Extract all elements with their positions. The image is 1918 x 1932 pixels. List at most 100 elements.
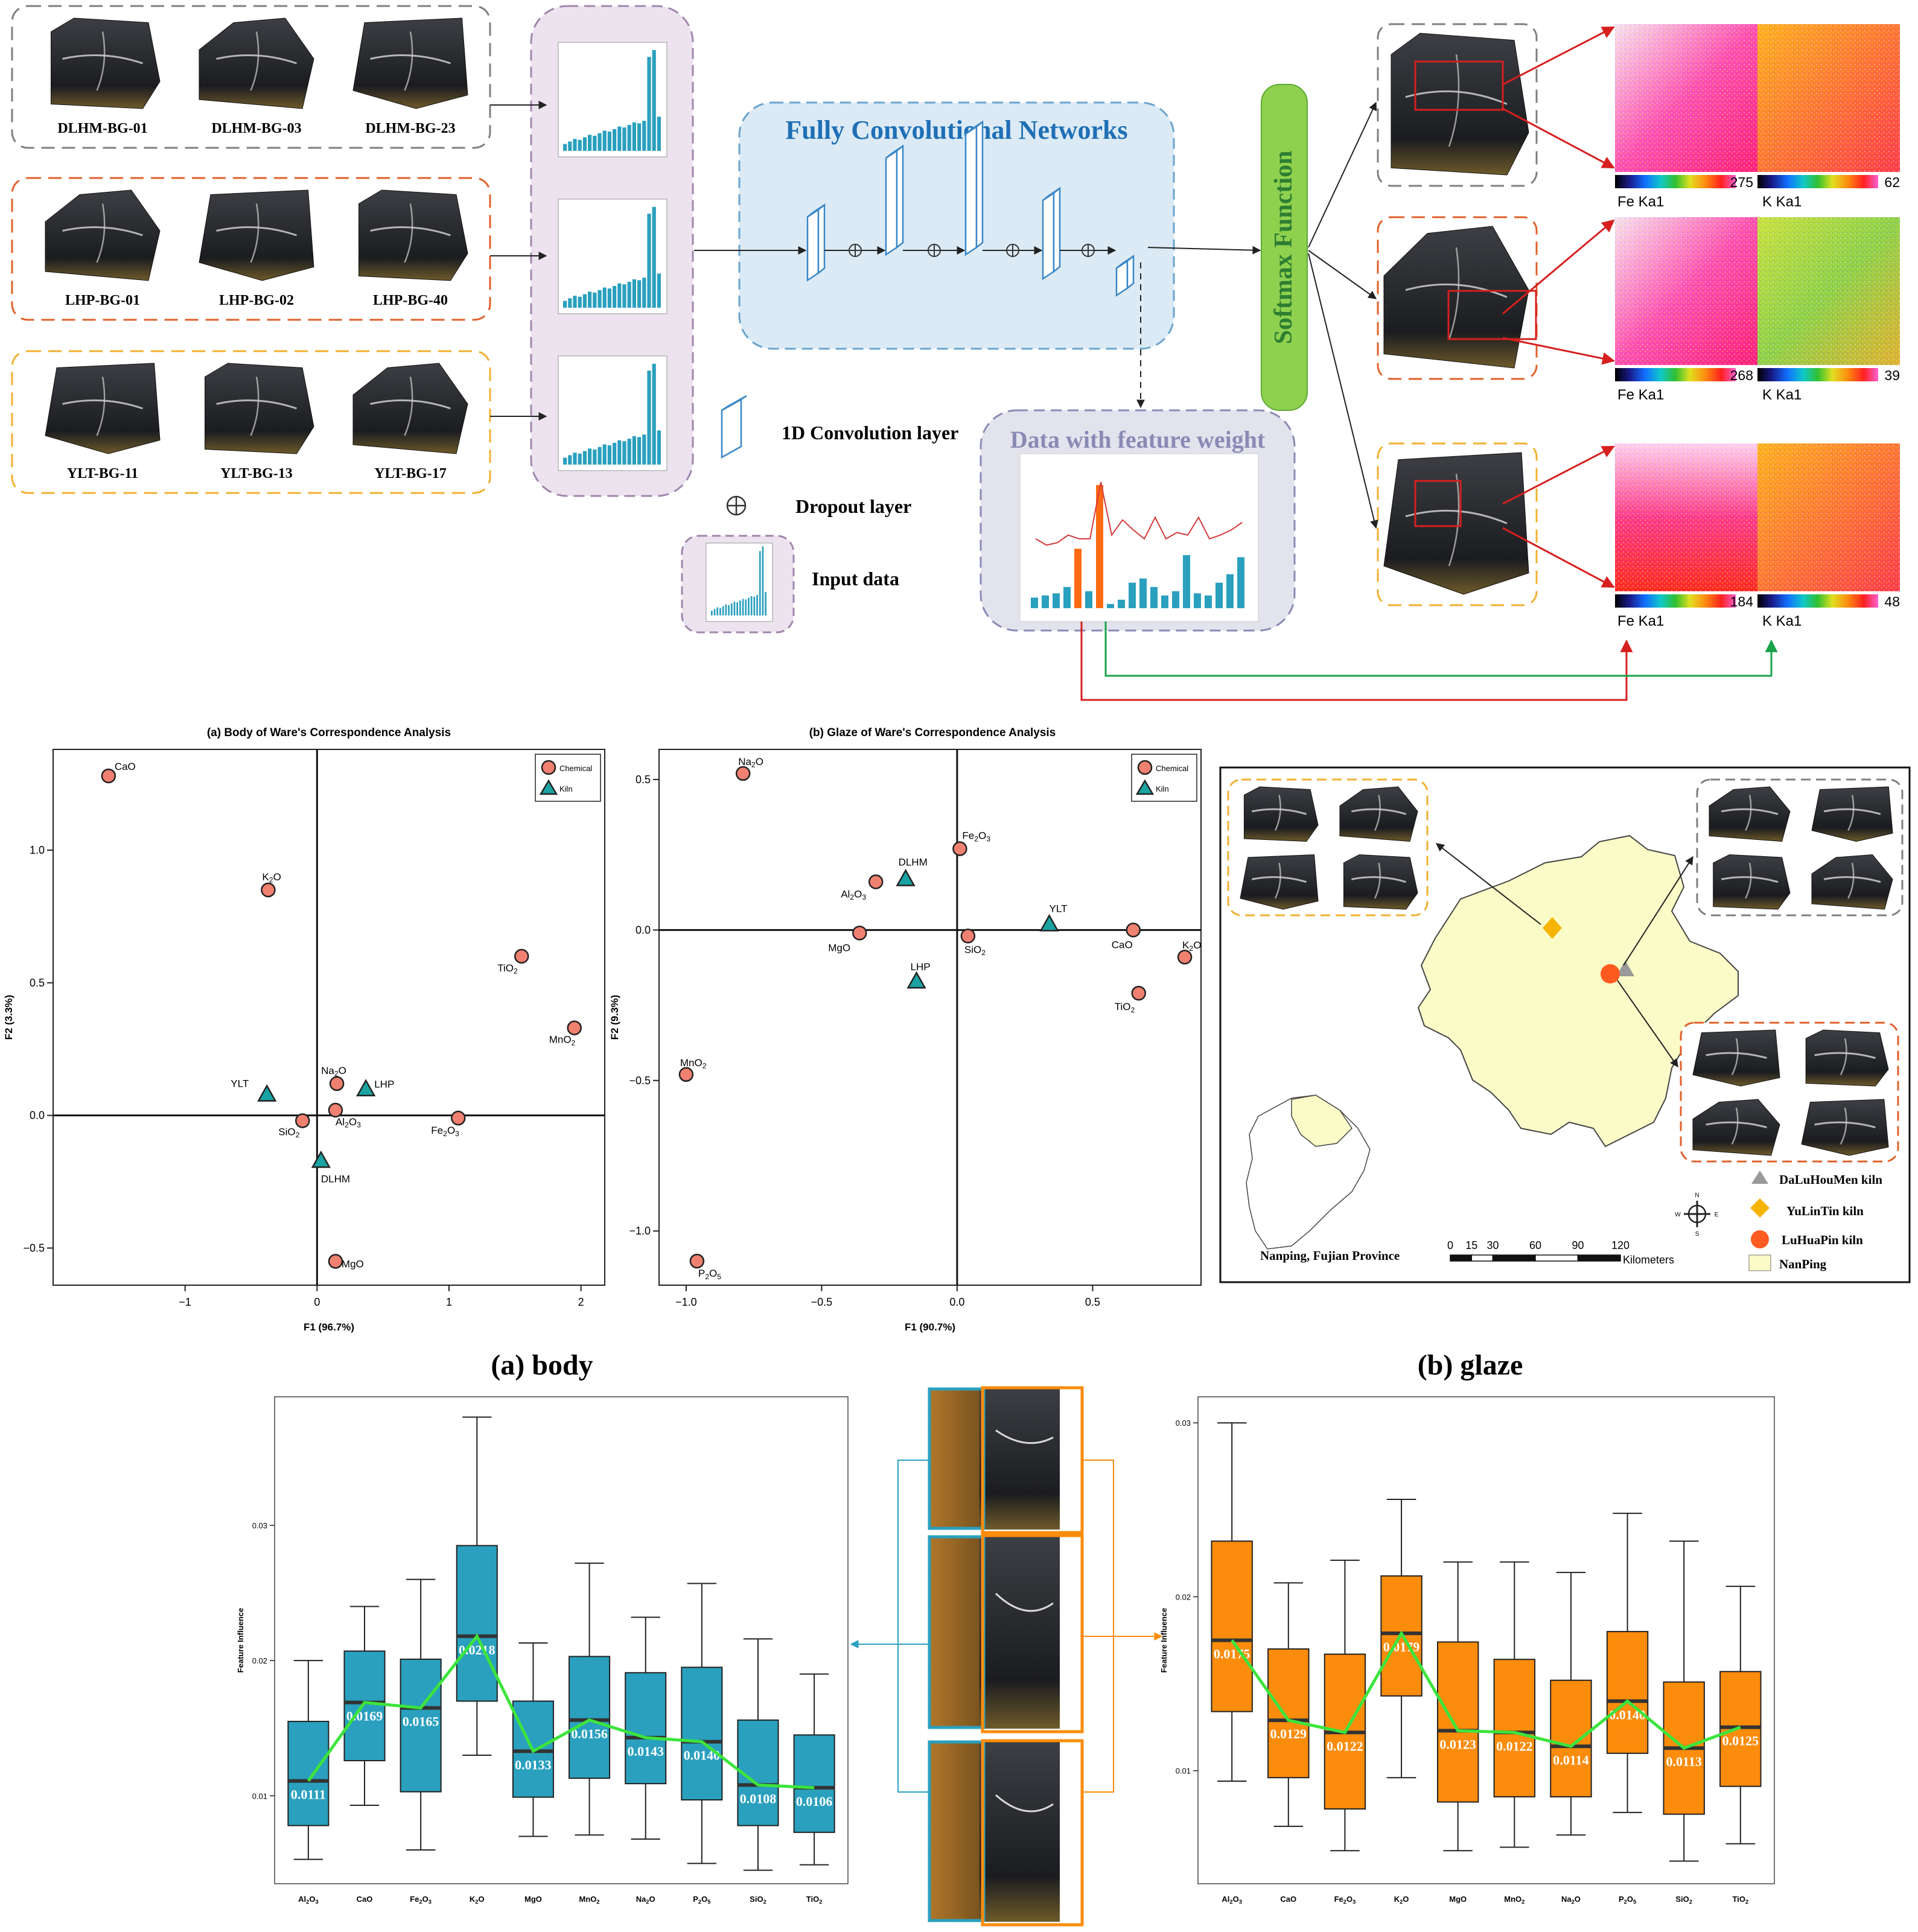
median-value-label: 0.0218 — [459, 1642, 495, 1657]
dropout-legend-label: Dropout layer — [795, 495, 911, 517]
box-cao — [343, 1650, 386, 1762]
fcn-title: Fully Convolutional Networks — [785, 115, 1127, 145]
median-value-label: 0.0106 — [796, 1794, 833, 1809]
chart-title: (b) Glaze of Ware's Correspondence Analy… — [809, 726, 1056, 739]
feature-bar — [1107, 603, 1114, 608]
x-tick-label: Fe2​O3​ — [410, 1895, 432, 1905]
point-label: MnO2​ — [549, 1034, 576, 1047]
y-tick-label: 0.03 — [252, 1521, 267, 1530]
point-label: TiO2​ — [1115, 1001, 1135, 1014]
body-layer — [928, 1388, 980, 1530]
y-tick-label: 0.0 — [30, 1110, 45, 1122]
kiln-point — [257, 1084, 277, 1102]
conv-layer — [964, 125, 978, 256]
legend-kiln-marker — [539, 779, 558, 795]
chemical-point — [1126, 923, 1141, 938]
chemical-point — [960, 929, 976, 944]
x-tick-label: MnO2​ — [1504, 1895, 1525, 1905]
sample-group-box-dlhm — [11, 5, 491, 149]
legend-ylt: YuLinTin kiln — [1786, 1204, 1864, 1218]
fe-max-value: 184 — [1730, 594, 1754, 609]
legend-lhp: LuHuaPin kiln — [1782, 1233, 1863, 1247]
x-tick-label: MgO — [1449, 1895, 1467, 1904]
y-tick-label: 0.02 — [252, 1656, 267, 1665]
sherd-photo — [205, 363, 314, 454]
svg-text:W: W — [1675, 1212, 1681, 1218]
box-fe2o3 — [400, 1658, 442, 1793]
sherd-photo — [1801, 1099, 1889, 1156]
point-label: Na2​O — [738, 756, 763, 769]
lhp-kiln-marker — [1601, 964, 1620, 983]
y-axis-label: F2 (3.3%) — [3, 995, 14, 1040]
sherd-photo — [352, 363, 468, 454]
feature-bar — [1226, 574, 1234, 608]
legend-region: NanPing — [1779, 1257, 1827, 1271]
k-colorbar — [1757, 368, 1878, 381]
k-colorbar — [1757, 594, 1878, 608]
legend-chemical-label: Chemical — [1156, 764, 1188, 773]
k-map-label: K Ka1 — [1762, 194, 1802, 210]
chemical-point — [295, 1113, 310, 1128]
chemical-point — [328, 1102, 343, 1118]
svg-text:E: E — [1715, 1212, 1719, 1218]
box-al2o3 — [1211, 1540, 1253, 1712]
fe-max-value: 275 — [1730, 174, 1753, 190]
chemical-point — [328, 1254, 343, 1269]
feature-bar — [1042, 595, 1049, 608]
scale-tick-label: 90 — [1572, 1239, 1584, 1251]
sherd-photo — [45, 189, 161, 281]
y-tick-label: 0.01 — [252, 1791, 267, 1800]
fe-colorbar — [1615, 594, 1736, 608]
feature-bar — [1183, 555, 1190, 608]
input-spectrum-thumbnail — [558, 199, 667, 314]
sherd-photo — [45, 363, 161, 454]
median-value-label: 0.0125 — [1722, 1733, 1759, 1749]
chemical-point — [1177, 949, 1193, 965]
glaze-bracket — [1082, 1460, 1114, 1793]
feature-bar — [1096, 485, 1103, 608]
fujian-nanping-inset — [1291, 1095, 1352, 1147]
plot-frame — [658, 749, 1202, 1286]
point-label: CaO — [1112, 939, 1133, 950]
point-label: Na2​O — [321, 1065, 346, 1078]
input-spectrum-thumbnail — [558, 42, 667, 157]
sherd-photo — [1713, 854, 1791, 910]
x-tick-label: Al2​O3​ — [1222, 1895, 1242, 1905]
y-tick-label: 0.5 — [636, 774, 651, 786]
fe-colorbar — [1615, 368, 1736, 381]
median-value-label: 0.0114 — [1553, 1752, 1588, 1767]
feature-bar — [1074, 548, 1082, 608]
point-label: K2​O — [1182, 939, 1201, 953]
x-tick-label: 0 — [314, 1296, 320, 1308]
sample-label: DLHM-BG-01 — [57, 121, 147, 136]
kiln-point — [896, 868, 916, 886]
sample-label: YLT-BG-17 — [374, 466, 447, 481]
feature-bar — [1205, 595, 1212, 608]
x-tick-label: MnO2​ — [579, 1895, 600, 1905]
plot-frame — [53, 749, 605, 1286]
x-tick-label: SiO2​ — [1675, 1895, 1692, 1905]
feature-bar — [1150, 586, 1158, 608]
legend-kiln-label: Kiln — [559, 784, 573, 793]
chemical-point — [952, 841, 967, 856]
sherd-photo — [51, 17, 161, 109]
point-label: YLT — [231, 1078, 249, 1089]
x-tick-label: Na2​O — [636, 1895, 655, 1905]
x-tick-label: 0.5 — [1085, 1296, 1100, 1308]
point-label: DLHM — [321, 1173, 350, 1184]
sherd-photo — [1811, 854, 1893, 910]
point-label: MnO2​ — [680, 1057, 707, 1070]
x-tick-label: Fe2​O3​ — [1334, 1895, 1356, 1905]
feature-bar — [1161, 595, 1168, 608]
box-p2o5 — [681, 1667, 723, 1801]
chemical-point — [735, 766, 751, 781]
median-value-label: 0.0123 — [1439, 1737, 1476, 1752]
x-tick-label: −0.5 — [811, 1296, 833, 1308]
conv-layer — [1042, 191, 1055, 281]
input-spectrum-thumbnail — [706, 542, 773, 622]
median-value-label: 0.0111 — [291, 1787, 326, 1802]
x-tick-label: 1 — [446, 1296, 452, 1308]
chemical-point — [567, 1020, 582, 1035]
sherd-photo — [358, 189, 468, 281]
